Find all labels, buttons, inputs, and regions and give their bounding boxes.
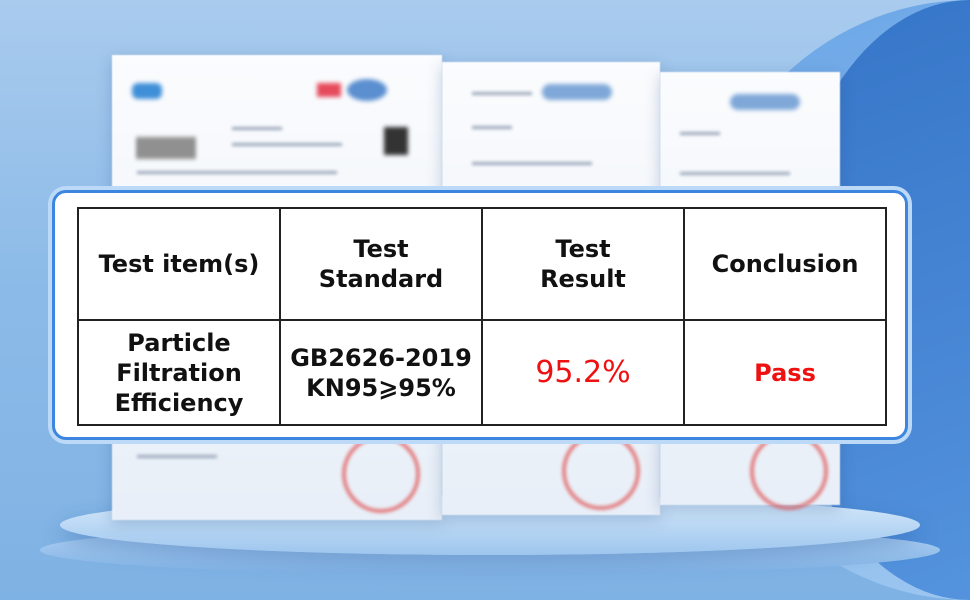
header-test-items: Test item(s) (77, 207, 281, 321)
table-row: Particle Filtration Efficiency GB2626-20… (77, 319, 887, 426)
cell-conclusion: Pass (683, 319, 887, 426)
header-test-result: Test Result (481, 207, 685, 321)
cell-test-standard: GB2626-2019 KN95⩾95% (279, 319, 483, 426)
cell-text: GB2626-2019 KN95⩾95% (290, 343, 472, 402)
test-result-card: Test item(s) Test Standard Test Result C… (52, 190, 908, 440)
test-result-table: Test item(s) Test Standard Test Result C… (77, 207, 887, 426)
table-header-row: Test item(s) Test Standard Test Result C… (77, 207, 887, 321)
header-label: Test Result (540, 235, 626, 293)
cell-test-result: 95.2% (481, 319, 685, 426)
header-label: Test Standard (318, 235, 444, 293)
cell-text: Particle Filtration Efficiency (114, 328, 244, 417)
header-conclusion: Conclusion (683, 207, 887, 321)
header-test-standard: Test Standard (279, 207, 483, 321)
header-label: Conclusion (711, 250, 859, 278)
header-label: Test item(s) (98, 250, 260, 278)
cell-test-item: Particle Filtration Efficiency (77, 319, 281, 426)
